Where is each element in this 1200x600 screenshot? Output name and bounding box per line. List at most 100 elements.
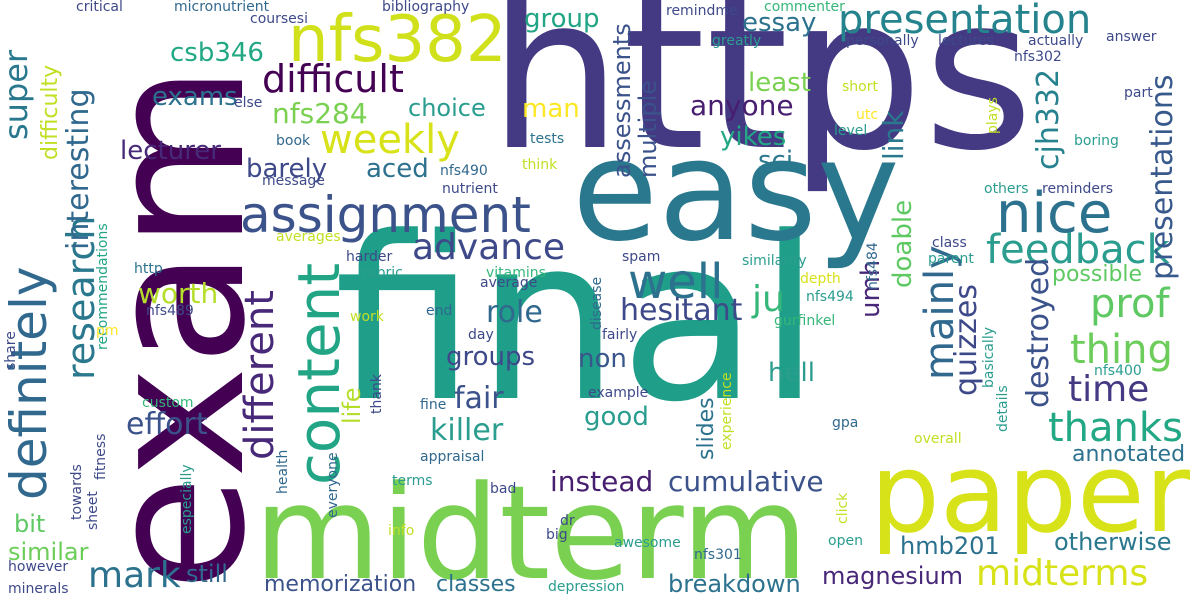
- word-open: open: [828, 533, 863, 549]
- word-spam: spam: [622, 249, 661, 265]
- word-experience: experience: [719, 372, 735, 450]
- word-nfs382: nfs382: [288, 3, 507, 77]
- word-however: however: [8, 559, 69, 575]
- word-paper: paper: [870, 429, 1190, 557]
- word-presentations: presentations: [1145, 74, 1180, 280]
- word-share: share: [3, 331, 19, 370]
- word-harder: harder: [346, 249, 393, 265]
- word-hell: hell: [768, 358, 815, 388]
- word-aced: aced: [366, 154, 429, 184]
- word-nfs400: nfs400: [1094, 363, 1142, 379]
- word-effort: effort: [126, 407, 208, 442]
- word-man: man: [522, 94, 580, 124]
- word-essay: essay: [742, 8, 817, 38]
- word-different: different: [237, 290, 283, 460]
- word-plays: plays: [985, 97, 1001, 134]
- word-else: else: [234, 95, 263, 111]
- word-sci: sci: [758, 146, 794, 176]
- word-coursesi: coursesi: [250, 11, 308, 27]
- word-big: big: [546, 527, 568, 543]
- word-possible: possible: [1052, 262, 1143, 287]
- word-others: others: [984, 181, 1029, 197]
- word-nfs284: nfs284: [272, 97, 368, 130]
- word-memorization: memorization: [264, 572, 417, 597]
- word-day: day: [468, 327, 494, 343]
- word-fair: fair: [454, 381, 504, 416]
- word-everyone: everyone: [325, 452, 341, 518]
- word-presentation: presentation: [838, 0, 1092, 43]
- word-non: non: [578, 344, 627, 374]
- word-anyone: anyone: [690, 89, 794, 122]
- word-bad: bad: [490, 481, 517, 497]
- word-commenter: commenter: [764, 0, 845, 15]
- word-click: click: [835, 492, 851, 524]
- word-class: class: [932, 235, 967, 251]
- word-towards: towards: [69, 464, 85, 520]
- word-prof: prof: [1090, 281, 1170, 327]
- word-slides: slides: [694, 397, 719, 460]
- word-book: book: [276, 133, 311, 149]
- word-example: example: [588, 385, 649, 401]
- word-thank: thank: [369, 374, 385, 414]
- word-lecturer: lecturer: [120, 136, 221, 166]
- word-especially: especially: [179, 464, 195, 534]
- word-short: short: [842, 79, 878, 95]
- word-well: well: [628, 254, 724, 310]
- word-easy: easy: [572, 110, 900, 273]
- word-magnesium: magnesium: [822, 562, 964, 590]
- word-gpa: gpa: [832, 415, 859, 431]
- word-groups: groups: [446, 342, 536, 372]
- word-tests: tests: [530, 131, 565, 147]
- word-overall: overall: [914, 431, 962, 447]
- word-basically: basically: [981, 327, 997, 388]
- word-personally: personally: [846, 33, 919, 49]
- word-link: link: [877, 110, 910, 160]
- word-similarity: similarity: [742, 253, 807, 269]
- word-life: life: [338, 387, 366, 424]
- word-csb346: csb346: [170, 38, 264, 68]
- word-difficulty: difficulty: [38, 64, 63, 160]
- word-definitely: definitely: [0, 266, 58, 500]
- word-killer: killer: [430, 413, 504, 448]
- word-parent: parent: [928, 251, 974, 267]
- word-fitness: fitness: [93, 433, 109, 480]
- word-difficult: difficult: [262, 57, 404, 101]
- word-https: https: [488, 0, 1034, 197]
- word-cumulative: cumulative: [668, 465, 824, 498]
- word-fine: fine: [420, 397, 447, 413]
- word-least: least: [748, 68, 811, 98]
- word-depression: depression: [548, 579, 625, 595]
- word-bibliography: bibliography: [382, 0, 470, 15]
- word-doable: doable: [888, 199, 918, 288]
- word-weekly: weekly: [320, 117, 460, 163]
- word-critical: critical: [76, 0, 123, 15]
- word-think: think: [522, 157, 558, 173]
- word-choice: choice: [408, 94, 486, 122]
- word-super: super: [0, 49, 35, 140]
- word-still: still: [186, 560, 228, 588]
- word-role: role: [486, 295, 543, 330]
- word-utc: utc: [856, 107, 879, 123]
- word-classes: classes: [436, 572, 516, 597]
- word-nfs302: nfs302: [1014, 49, 1062, 65]
- word-quizzes: quizzes: [949, 284, 984, 396]
- word-work: work: [350, 309, 384, 325]
- word-ju: ju: [752, 279, 785, 320]
- word-nice: nice: [996, 181, 1113, 246]
- word-depth: depth: [800, 271, 841, 287]
- word-assessments: assessments: [608, 23, 636, 178]
- word-exams: exams: [152, 82, 238, 112]
- word-advance: advance: [412, 227, 566, 268]
- word-nfs489: nfs489: [146, 303, 194, 319]
- word-health: health: [275, 449, 291, 494]
- word-end: end: [426, 303, 453, 319]
- word-annotated: annotated: [1072, 442, 1186, 467]
- word-feedback: feedback: [986, 227, 1170, 273]
- word-part: part: [1124, 85, 1153, 101]
- word-custom: custom: [142, 395, 194, 411]
- word-reminders: reminders: [1042, 181, 1114, 197]
- word-yikes: yikes: [720, 122, 787, 152]
- word-nfs484: nfs484: [865, 242, 881, 290]
- word-disease: disease: [589, 276, 605, 330]
